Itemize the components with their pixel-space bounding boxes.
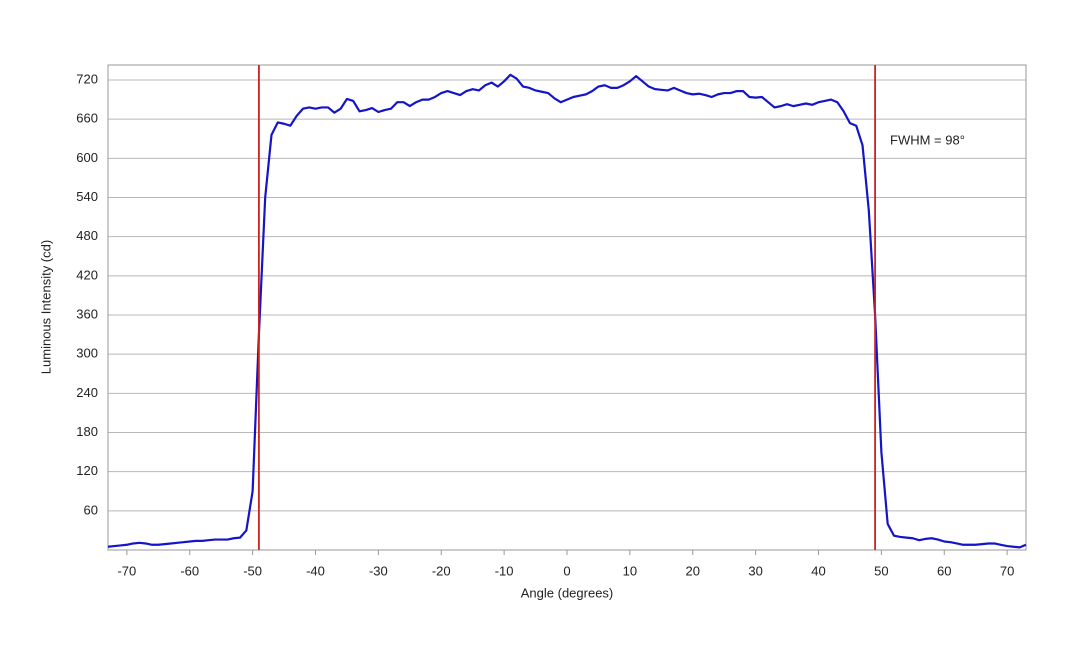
x-tick-label: 70 <box>1000 563 1014 578</box>
y-tick-label: 240 <box>76 385 98 400</box>
x-tick-label: -50 <box>243 563 262 578</box>
x-tick-label: 30 <box>748 563 762 578</box>
y-axis-label: Luminous Intensity (cd) <box>38 240 53 374</box>
x-tick-label: -70 <box>117 563 136 578</box>
x-tick-label: -60 <box>180 563 199 578</box>
y-tick-label: 60 <box>84 502 98 517</box>
annotation: FWHM = 98° <box>890 132 965 147</box>
y-tick-label: 480 <box>76 228 98 243</box>
y-tick-label: 540 <box>76 189 98 204</box>
y-tick-label: 660 <box>76 111 98 126</box>
x-tick-label: -40 <box>306 563 325 578</box>
x-tick-label: 50 <box>874 563 888 578</box>
y-tick-label: 600 <box>76 150 98 165</box>
x-tick-label: 0 <box>563 563 570 578</box>
data-line <box>107 73 1027 549</box>
x-tick-label: 20 <box>686 563 700 578</box>
x-tick-label: -10 <box>495 563 514 578</box>
y-tick-label: 180 <box>76 424 98 439</box>
x-tick-label: 60 <box>937 563 951 578</box>
y-tick-label: 420 <box>76 267 98 282</box>
y-tick-label: 300 <box>76 346 98 361</box>
x-tick-label: -20 <box>432 563 451 578</box>
y-tick-label: 120 <box>76 463 98 478</box>
plot-border <box>107 64 1027 551</box>
y-tick-label: 720 <box>76 71 98 86</box>
y-tick-label: 360 <box>76 306 98 321</box>
x-axis-label: Angle (degrees) <box>521 585 614 600</box>
x-tick-label: 10 <box>623 563 637 578</box>
x-tick-label: -30 <box>369 563 388 578</box>
x-tick-label: 40 <box>811 563 825 578</box>
